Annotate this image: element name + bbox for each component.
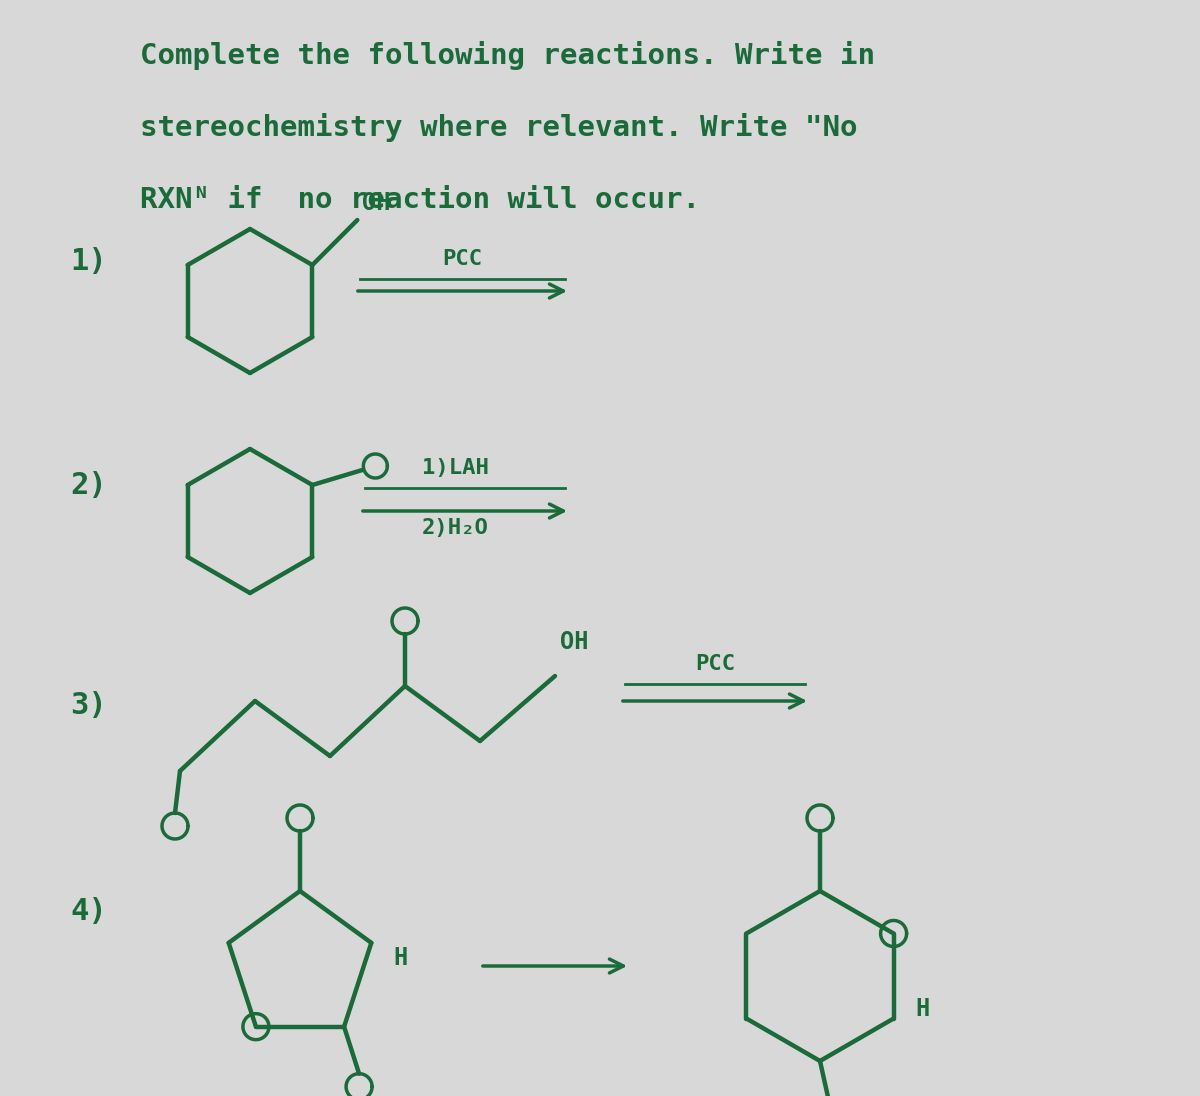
Text: PCC: PCC <box>443 249 482 269</box>
Text: RXNᴺ if  no reaction will occur.: RXNᴺ if no reaction will occur. <box>140 186 700 214</box>
Text: H: H <box>394 946 408 970</box>
Text: OH: OH <box>362 191 391 215</box>
Text: Complete the following reactions. Write in: Complete the following reactions. Write … <box>140 42 875 70</box>
Text: 2): 2) <box>70 471 107 501</box>
Text: PCC: PCC <box>695 654 736 674</box>
Text: 3): 3) <box>70 692 107 720</box>
Text: 2)H₂O: 2)H₂O <box>421 518 488 538</box>
Text: 1)LAH: 1)LAH <box>421 458 488 478</box>
Text: stereochemistry where relevant. Write "No: stereochemistry where relevant. Write "N… <box>140 114 858 142</box>
Text: 1): 1) <box>70 247 107 275</box>
Text: OH: OH <box>560 630 588 654</box>
Text: 4): 4) <box>70 897 107 925</box>
Text: H: H <box>916 996 930 1020</box>
